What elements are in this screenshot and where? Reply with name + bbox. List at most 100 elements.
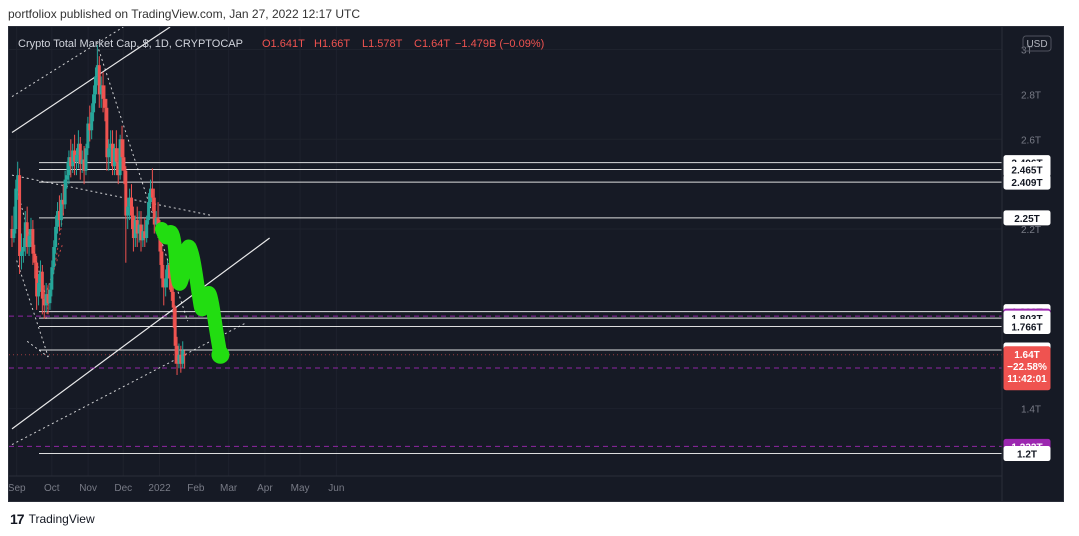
x-tick-label: Jun [328,483,344,494]
candle-body [93,76,97,95]
candle-body [97,65,101,95]
trend-line [16,260,49,358]
candle-body [33,253,37,263]
candle-body [167,264,171,279]
x-tick-label: May [291,483,310,494]
candle-body [56,211,60,227]
candle-body [37,282,41,297]
level-badge [1003,318,1051,334]
candle-body [183,354,187,356]
candle-body [112,148,116,167]
last-price-badge-text: −22.58% [1007,362,1047,373]
currency-label[interactable]: USD [1026,39,1047,50]
candle-body [111,143,115,167]
candle-body [63,179,67,205]
candle-body [21,247,25,252]
legend-symbol[interactable]: Crypto Total Market Cap, $, 1D, CRYPTOCA… [18,38,243,50]
trend-line [11,322,246,446]
candle-body [109,143,113,149]
candle-body [139,224,143,241]
candle-body [54,226,58,248]
candle-body [137,224,141,234]
candle-body [145,220,149,239]
candle-body [148,188,152,203]
x-tick-label: 2022 [148,483,171,494]
candle-body [61,199,65,205]
level-badge-text: 1.2T [1017,450,1037,461]
x-tick-label: Nov [79,483,97,494]
x-tick-label: Apr [257,483,273,494]
candle-body [152,197,156,225]
candle-body [122,157,126,171]
candle-body [169,278,173,292]
candle-body [67,157,71,176]
y-tick-label: 2.8T [1021,90,1041,101]
candle-body [107,148,111,158]
candle-body [73,150,77,162]
x-tick-label: Feb [187,483,205,494]
trend-line [11,27,124,98]
candle-body [18,175,22,256]
candle-body [116,161,120,176]
price-chart[interactable]: 3T2.8T2.6T2.2T1.4T Sep Oct Nov Dec 2022 Feb Ma… [9,27,1063,501]
candle-body [71,150,75,167]
candle-body [150,188,154,198]
candle-body [103,98,107,108]
candle-body [35,262,39,297]
candle-body [141,231,145,241]
trend-line [11,27,171,134]
candle-body [50,267,54,290]
candle-body [80,159,84,164]
footer: 17 TradingView [10,511,95,527]
candle-body [31,229,35,254]
candle-body [57,211,61,221]
candle-body [78,143,82,164]
candle-body [10,229,14,239]
candle-body [179,354,183,364]
level-badge-text: 2.465T [1011,166,1042,177]
chart-container[interactable]: 3T 2.8T 2.6T 2.2T 1.4T Sep Oct Nov Dec 2022 Feb Ma… [8,26,1064,502]
x-tick-label: Oct [44,483,60,494]
publish-info: portfoliox published on TradingView.com,… [8,7,360,21]
tradingview-logo-icon: 17 [10,511,25,527]
level-badge-text: 2.409T [1011,178,1042,189]
legend-high: H1.66T [314,38,350,50]
candle-body [42,298,46,306]
trend-line [11,237,270,430]
candle-body [162,278,166,288]
level-badge [1003,174,1051,190]
legend-open: O1.641T [262,38,305,50]
candle-body [90,112,94,131]
time-axis: Sep Oct Nov Dec 2022 Feb Mar Apr May Jun [9,483,344,494]
candle-body [130,197,134,216]
candle-body [154,217,158,225]
candle-body [23,222,27,248]
candle-body [40,271,44,299]
candle-body [177,354,181,364]
candle-body [19,251,23,256]
y-tick-label: 2.6T [1021,135,1041,146]
candle-body [128,197,132,207]
candle-body [173,307,177,346]
candle-body [86,123,90,149]
last-price-badge-text: 1.64T [1014,350,1040,361]
x-tick-label: Dec [114,483,132,494]
candle-body [124,170,128,216]
y-tick-label: 2.2T [1021,225,1041,236]
candle-body [99,85,103,95]
price-badges: 2.496T2.465T2.409T2.25T1.832T1.812T1.803… [1003,155,1051,462]
last-price-badge [1003,346,1051,391]
candle-body [166,264,170,279]
trend-line [26,340,49,358]
candle-body [101,85,105,99]
candle-body [175,345,179,364]
candle-body [38,271,42,283]
candle-body [135,220,139,234]
x-tick-label: Mar [220,483,238,494]
candle-body [16,175,20,189]
candle-body [114,148,118,162]
projection-end-dot [211,345,230,364]
currency-button-frame[interactable] [1022,35,1052,52]
candle-body [82,159,86,171]
candle-body [59,199,63,221]
